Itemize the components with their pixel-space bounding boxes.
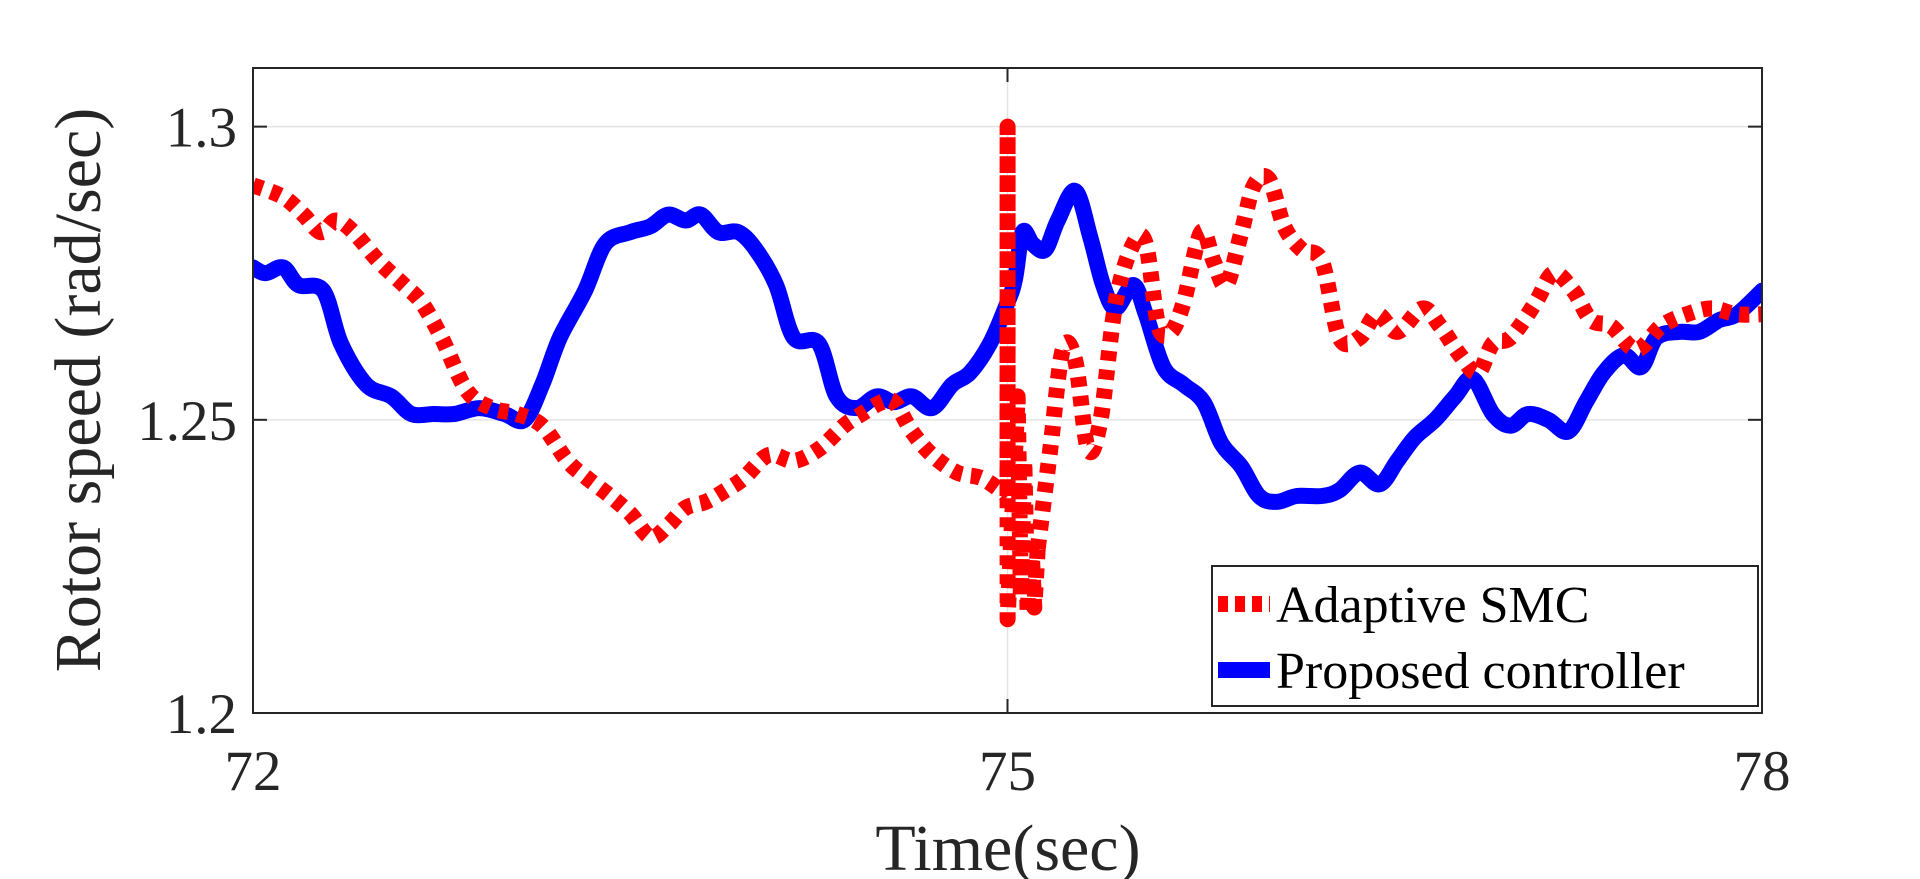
series-line-proposed-controller: [253, 183, 1762, 510]
series-transient-adaptive-smc: [999, 118, 1046, 628]
y-tick-label: 1.2: [166, 683, 237, 746]
series-line-adaptive-smc-after: [1029, 168, 1762, 550]
y-axis-label: Rotor speed (rad/sec): [42, 108, 115, 672]
x-tick-labels: 72 75 78: [225, 740, 1791, 803]
legend-box: [1211, 565, 1759, 707]
series-layer: [253, 118, 1762, 628]
axis-ticks: [252, 68, 1763, 714]
series-line-adaptive-smc: [253, 177, 1013, 546]
y-tick-labels: 1.2 1.25 1.3: [137, 97, 237, 746]
x-axis-label: Time(sec): [875, 812, 1140, 879]
legend: Adaptive SMC Proposed controller: [1211, 565, 1759, 707]
x-tick-label: 78: [1734, 740, 1791, 803]
x-tick-label: 72: [225, 740, 282, 803]
y-tick-label: 1.25: [137, 390, 237, 453]
legend-label-adaptive-smc: Adaptive SMC: [1276, 577, 1589, 634]
y-tick-label: 1.3: [166, 97, 237, 160]
x-tick-label: 75: [979, 740, 1036, 803]
legend-label-proposed-controller: Proposed controller: [1276, 643, 1685, 700]
